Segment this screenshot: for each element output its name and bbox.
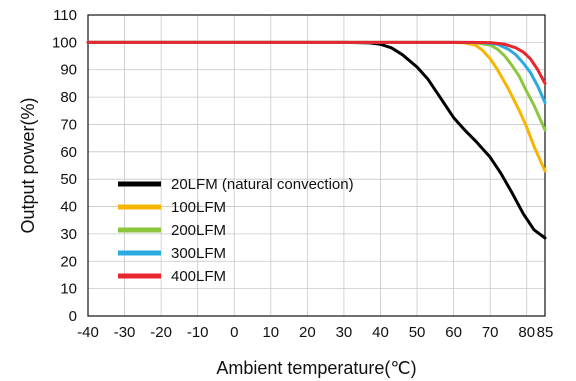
y-tick-label: 60 xyxy=(60,144,77,161)
x-tick-label: -20 xyxy=(150,324,172,341)
y-tick-label: 40 xyxy=(60,199,77,216)
series-line-200lfm xyxy=(86,40,547,132)
legend: 20LFM (natural convection) 100LFM 200LFM 30… xyxy=(118,176,354,285)
y-tick-labels: 0 10 20 30 40 50 60 70 80 90 100 110 xyxy=(52,7,77,325)
x-tick-label: 40 xyxy=(372,324,389,341)
y-tick-label: 110 xyxy=(53,7,77,24)
x-tick-label: 0 xyxy=(230,324,238,341)
x-tick-label: 10 xyxy=(262,324,279,341)
x-tick-label: 80 xyxy=(518,324,535,341)
series-line-20lfm xyxy=(86,40,547,240)
y-tick-label: 80 xyxy=(60,89,77,106)
legend-label: 20LFM (natural convection) xyxy=(171,176,354,193)
plot-area-frame xyxy=(87,14,546,317)
x-tick-label: 60 xyxy=(445,324,462,341)
y-axis-label: Output power(%) xyxy=(18,97,38,233)
series-line-300lfm xyxy=(86,40,547,105)
series-line-400lfm xyxy=(86,40,547,85)
grid xyxy=(88,15,545,316)
y-tick-label: 0 xyxy=(69,308,77,325)
x-tick-label: -30 xyxy=(114,324,136,341)
y-tick-label: 90 xyxy=(60,62,77,79)
x-tick-label: 30 xyxy=(336,324,353,341)
x-tick-label: -10 xyxy=(187,324,209,341)
x-axis-label: Ambient temperature(℃) xyxy=(216,358,416,378)
x-tick-label: 70 xyxy=(482,324,499,341)
y-tick-label: 50 xyxy=(60,171,77,188)
x-tick-labels: -40 -30 -20 -10 0 10 20 30 40 50 60 70 80 85 xyxy=(77,324,553,341)
series-lines xyxy=(86,40,547,240)
x-tick-label: 20 xyxy=(299,324,316,341)
y-tick-label: 10 xyxy=(60,281,77,298)
x-tick-label: 50 xyxy=(409,324,426,341)
legend-label: 100LFM xyxy=(171,199,226,216)
y-tick-label: 30 xyxy=(60,226,77,243)
y-tick-label: 20 xyxy=(60,253,77,270)
x-tick-label: 85 xyxy=(537,324,554,341)
y-tick-label: 100 xyxy=(52,34,77,51)
y-tick-label: 70 xyxy=(60,116,77,133)
legend-label: 300LFM xyxy=(171,245,226,262)
legend-label: 200LFM xyxy=(171,222,226,239)
x-tick-label: -40 xyxy=(77,324,99,341)
legend-label: 400LFM xyxy=(171,268,226,285)
